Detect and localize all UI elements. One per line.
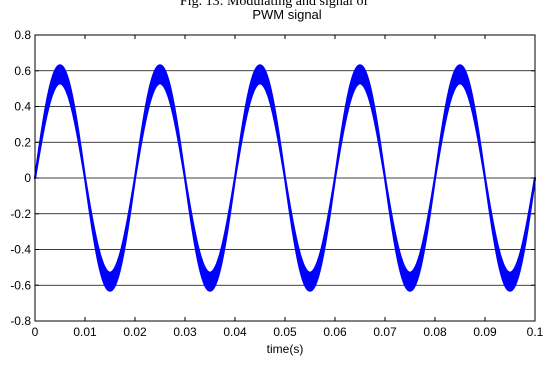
- y-tick-label-0: -0.8: [10, 314, 31, 328]
- x-tick-label-10: 0.1: [527, 325, 544, 339]
- grid-lines: [35, 70, 535, 286]
- y-tick-label-6: 0.4: [14, 100, 31, 114]
- x-tick-label-7: 0.07: [373, 325, 397, 339]
- x-tick-labels: 0 0.01 0.02 0.03 0.04 0.05 0.06 0.07 0.08 0.09 0.1: [32, 325, 544, 339]
- x-tick-label-6: 0.06: [323, 325, 347, 339]
- chart-title: PWM signal: [252, 7, 321, 22]
- y-tick-label-3: -0.2: [10, 207, 31, 221]
- y-tick-label-4: 0: [24, 171, 31, 185]
- x-axis-label: time(s): [267, 342, 304, 356]
- top-caption: Fig. 13: Modulating and signal of: [180, 0, 369, 9]
- y-tick-label-5: 0.2: [14, 135, 31, 149]
- y-tick-label-8: 0.8: [14, 28, 31, 42]
- x-tick-label-1: 0.01: [73, 325, 97, 339]
- x-tick-label-3: 0.03: [173, 325, 197, 339]
- x-tick-label-8: 0.08: [423, 325, 447, 339]
- x-tick-label-0: 0: [32, 325, 39, 339]
- axis-ticks: [34, 34, 536, 322]
- y-tick-label-2: -0.4: [10, 243, 31, 257]
- x-tick-label-5: 0.05: [273, 325, 297, 339]
- y-tick-label-1: -0.6: [10, 278, 31, 292]
- y-tick-label-7: 0.6: [14, 64, 31, 78]
- y-tick-labels: -0.8 -0.6 -0.4 -0.2 0 0.2 0.4 0.6 0.8: [10, 28, 31, 328]
- x-tick-label-2: 0.02: [123, 325, 147, 339]
- x-tick-label-4: 0.04: [223, 325, 247, 339]
- x-tick-label-9: 0.09: [473, 325, 497, 339]
